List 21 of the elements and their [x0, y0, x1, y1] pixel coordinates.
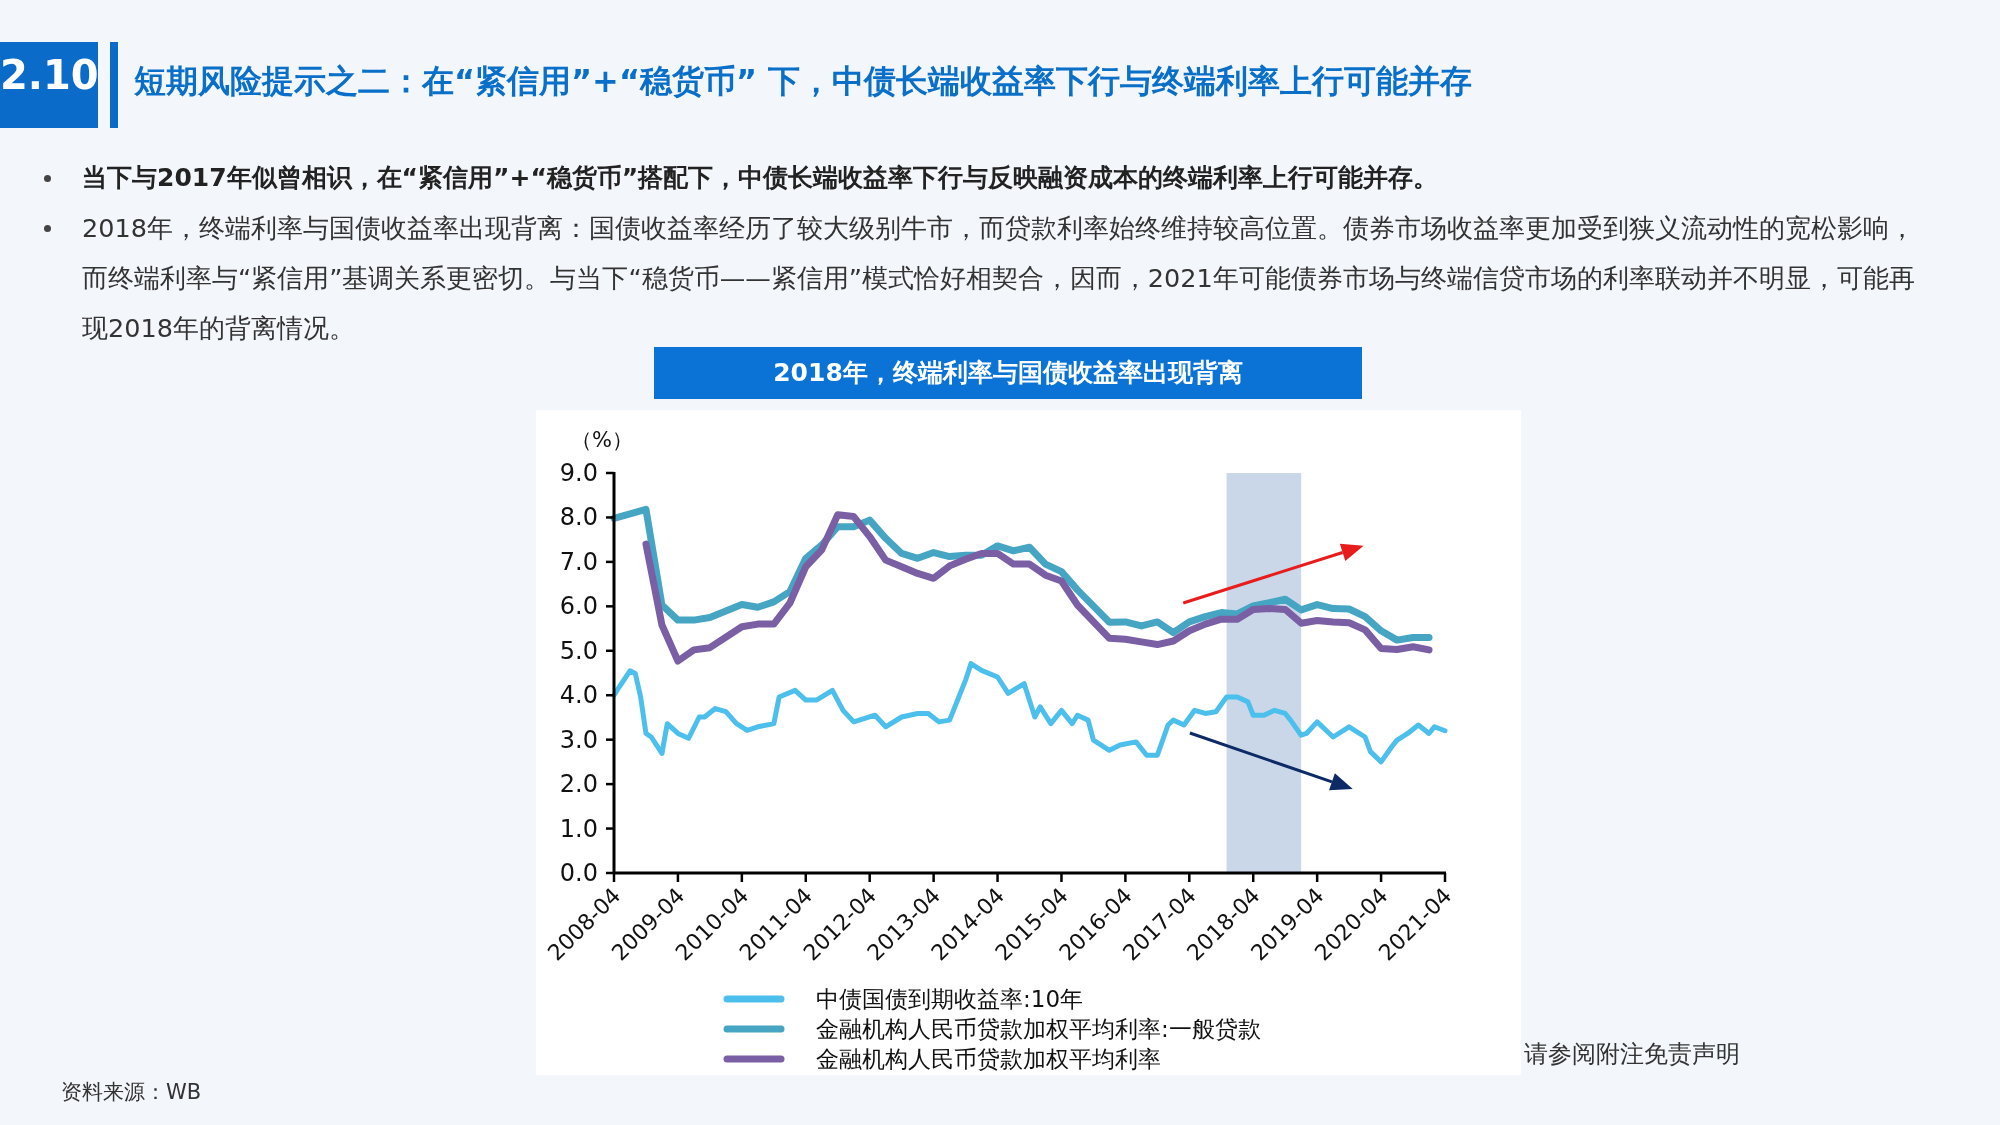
- text: 当下与2017年似曾相识，在“紧信用”+“稳货币”搭配下，中债长端收益率下行与反映融资成本的终端利率上行可能并存。: [82, 162, 1440, 194]
- legend-label: 中债国债到期收益率:10年: [816, 986, 1084, 1012]
- y-tick-label: 6.0: [559, 592, 598, 621]
- y-tick-label: 5.0: [559, 636, 598, 665]
- y-axis-title: （%）: [571, 428, 633, 452]
- legend-label: 金融机构人民币贷款加权平均利率: [816, 1046, 1161, 1072]
- y-tick-label: 1.0: [559, 814, 598, 843]
- y-tick-label: 0.0: [559, 859, 598, 887]
- y-tick-label: 4.0: [559, 681, 598, 710]
- y-tick-label: 8.0: [559, 503, 598, 532]
- text: 2018年，终端利率与国债收益率出现背离：国债收益率经历了较大级别牛市，而贷款利率始终维持较高位置。债券市场收益率更加受到狭义流动性的宽松影响，而终端利率与“紧信用”基调关系更密切。与当下“稳货币——紧信用”模式恰好相契合，因而，2021年可能债券市场与终端信贷市场的利率联动并不明显，可能再现2018年的背离情况。: [82, 212, 1916, 345]
- y-tick-label: 9.0: [559, 459, 598, 487]
- chart-subtitle: 短期风险提示之二：在“紧信用”+“稳货币” 下，中债长端收益率下行与终端利率上行可能并存: [134, 61, 1473, 102]
- legend-label: 金融机构人民币贷款加权平均利率:一般贷款: [816, 1016, 1261, 1042]
- y-tick-label: 2.0: [559, 770, 598, 799]
- y-tick-label: 3.0: [559, 725, 598, 754]
- text: 2.10: [0, 52, 99, 98]
- text: 资料来源：WB: [61, 1079, 202, 1106]
- text: 请参阅附注免责声明: [1524, 1039, 1740, 1070]
- chart-title: 2018年，终端利率与国债收益率出现背离: [772, 357, 1244, 389]
- y-tick-label: 7.0: [559, 547, 598, 576]
